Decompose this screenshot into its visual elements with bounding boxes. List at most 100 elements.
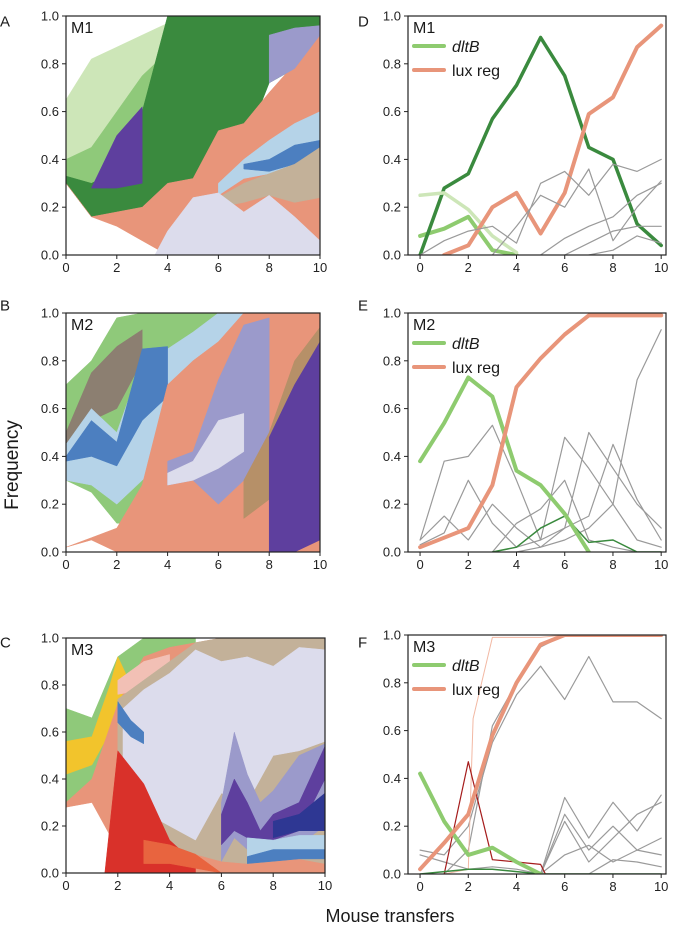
series-line [588, 235, 662, 255]
series-line [540, 844, 662, 874]
panel-title: M3 [413, 639, 435, 656]
y-tick-label: 0.0 [41, 248, 59, 263]
area-layer [218, 111, 320, 196]
y-tick-label: 0.4 [41, 152, 59, 167]
y-tick-label: 0.6 [383, 104, 401, 119]
panel-E: dltB lux reg 0 2 4 6 8 10 0.0 0.2 0.4 0.6 0.8 1.0 E M2 [358, 297, 668, 572]
x-tick-label: 4 [513, 260, 520, 275]
series-line [419, 868, 662, 874]
x-tick-label: 6 [218, 878, 225, 893]
legend: dltB lux reg [412, 336, 500, 377]
x-tick-label: 10 [654, 260, 668, 275]
plot-area [66, 16, 320, 255]
panel-title: M1 [413, 20, 435, 37]
y-tick-label: 1.0 [383, 306, 401, 321]
panel-B: 0 2 4 6 8 10 0.0 0.2 0.4 0.6 0.8 1.0 B M2 [0, 297, 327, 572]
series-line [491, 479, 662, 552]
y-tick-label: 0.0 [383, 248, 401, 263]
shared-x-label: Mouse transfers [325, 906, 454, 926]
panel-letter: F [358, 634, 367, 651]
y-tick-label: 0.2 [41, 497, 59, 512]
series-line [419, 158, 662, 255]
series-line [540, 794, 662, 874]
y-tick-label: 0.0 [383, 545, 401, 560]
area-layer [122, 647, 325, 841]
plot-area [66, 313, 320, 552]
y-tick-label: 0.6 [41, 104, 59, 119]
x-tick-label: 8 [609, 557, 616, 572]
x-tick-label: 4 [513, 557, 520, 572]
x-tick-label: 6 [561, 879, 568, 894]
y-tick-label: 0.0 [383, 867, 401, 882]
series-line [540, 813, 662, 874]
x-tick-label: 2 [465, 879, 472, 894]
area-layer [167, 413, 245, 486]
series-line [418, 771, 543, 874]
x-tick-label: 2 [114, 878, 121, 893]
y-tick-label: 0.2 [383, 200, 401, 215]
y-tick-label: 0.2 [41, 819, 59, 834]
x-tick-label: 6 [561, 557, 568, 572]
y-tick-label: 0.2 [41, 200, 59, 215]
legend-label: lux reg [452, 63, 500, 80]
x-tick-label: 10 [654, 879, 668, 894]
series-line [443, 761, 546, 874]
y-tick-label: 0.8 [41, 678, 59, 693]
x-tick-label: 0 [416, 557, 423, 572]
plot-area [418, 635, 664, 874]
y-tick-label: 1.0 [383, 628, 401, 643]
series-line [515, 329, 662, 552]
area-layer [243, 140, 320, 172]
y-tick-label: 0.4 [41, 449, 59, 464]
y-tick-label: 0.6 [41, 725, 59, 740]
y-tick-label: 0.8 [383, 353, 401, 368]
panel-letter: D [358, 13, 369, 30]
y-tick-label: 0.4 [383, 449, 401, 464]
x-tick-label: 0 [62, 260, 69, 275]
x-tick-label: 6 [215, 557, 222, 572]
series-line [442, 23, 664, 255]
legend-label: dltB [452, 39, 480, 56]
x-tick-label: 0 [416, 879, 423, 894]
x-tick-label: 2 [465, 260, 472, 275]
series-line [540, 801, 662, 874]
x-tick-label: 4 [164, 260, 171, 275]
y-tick-label: 0.4 [383, 771, 401, 786]
panel-title: M2 [71, 317, 93, 334]
x-tick-label: 10 [318, 878, 332, 893]
panel-letter: C [0, 634, 11, 651]
x-tick-label: 10 [313, 557, 327, 572]
series-line [418, 375, 591, 552]
plot-frame [65, 15, 321, 256]
legend-label: lux reg [452, 360, 500, 377]
legend: dltB lux reg [412, 39, 500, 80]
panel-letter: A [0, 13, 10, 30]
panel-title: M1 [71, 20, 93, 37]
series-line [418, 191, 519, 255]
area-layer [272, 792, 325, 839]
x-tick-label: 6 [561, 260, 568, 275]
x-tick-label: 4 [513, 879, 520, 894]
panel-D: dltB lux reg 0 2 4 6 8 10 0.0 0.2 0.4 0.6 0.8 1.0 D M1 [358, 9, 668, 276]
y-tick-label: 0.4 [41, 772, 59, 787]
legend: dltB lux reg [412, 658, 500, 699]
y-tick-label: 0.6 [383, 723, 401, 738]
area-layer [91, 106, 143, 189]
y-tick-label: 0.8 [383, 56, 401, 71]
y-tick-label: 0.0 [41, 545, 59, 560]
y-tick-label: 0.6 [383, 401, 401, 416]
legend-label: dltB [452, 658, 480, 675]
y-tick-label: 0.6 [41, 401, 59, 416]
plot-frame [407, 634, 667, 875]
y-tick-label: 1.0 [383, 9, 401, 24]
x-tick-label: 2 [465, 557, 472, 572]
series-line [419, 655, 662, 856]
area-layer [143, 839, 222, 873]
area-layer [117, 700, 144, 745]
area-layer [247, 849, 325, 864]
shared-y-label: Frequency [2, 420, 23, 510]
series-line [419, 436, 662, 548]
y-tick-label: 1.0 [41, 306, 59, 321]
series-line [418, 214, 519, 255]
